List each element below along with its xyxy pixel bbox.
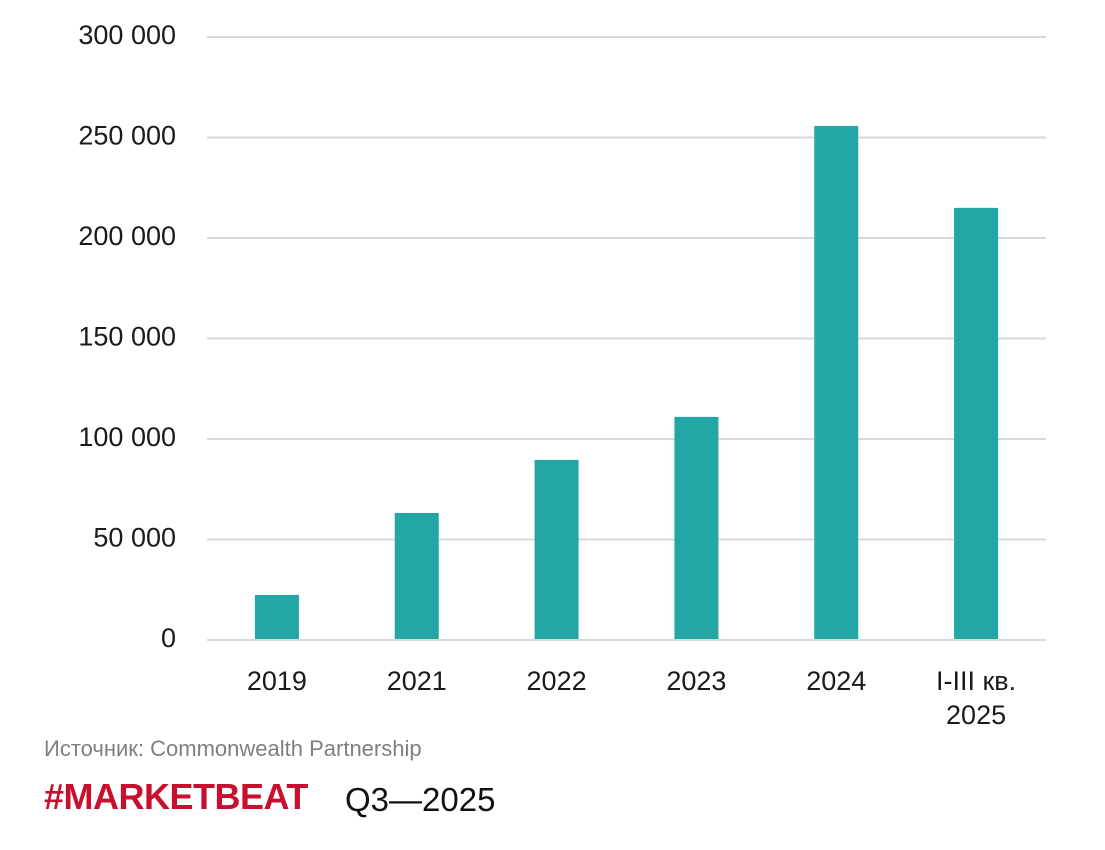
y-tick-label: 50 000 <box>93 523 176 553</box>
bar <box>674 416 719 640</box>
x-tick-label: 2023 <box>666 666 727 696</box>
x-tick-label: I-III кв. 2025 <box>936 666 1017 730</box>
x-tick-label: 2022 <box>526 666 587 696</box>
bar <box>254 594 299 640</box>
y-tick-label: 200 000 <box>78 221 176 251</box>
x-tick-label: 2021 <box>386 666 447 696</box>
x-tick-label: 2024 <box>806 666 867 696</box>
bar <box>814 126 859 641</box>
y-tick-label: 250 000 <box>78 121 176 151</box>
period: Q3—2025 <box>345 781 496 818</box>
y-tick-label: 300 000 <box>78 20 176 50</box>
y-tick-label: 0 <box>161 623 176 653</box>
y-tick-label: 150 000 <box>78 322 176 352</box>
bar <box>394 512 439 640</box>
source-note: Источник: Commonwealth Partnership <box>44 736 422 761</box>
x-tick-label: 2019 <box>246 666 307 696</box>
brand: #MARKETBEAT <box>44 776 308 817</box>
bar <box>954 207 999 640</box>
bar <box>534 459 579 640</box>
y-tick-label: 100 000 <box>78 422 176 452</box>
